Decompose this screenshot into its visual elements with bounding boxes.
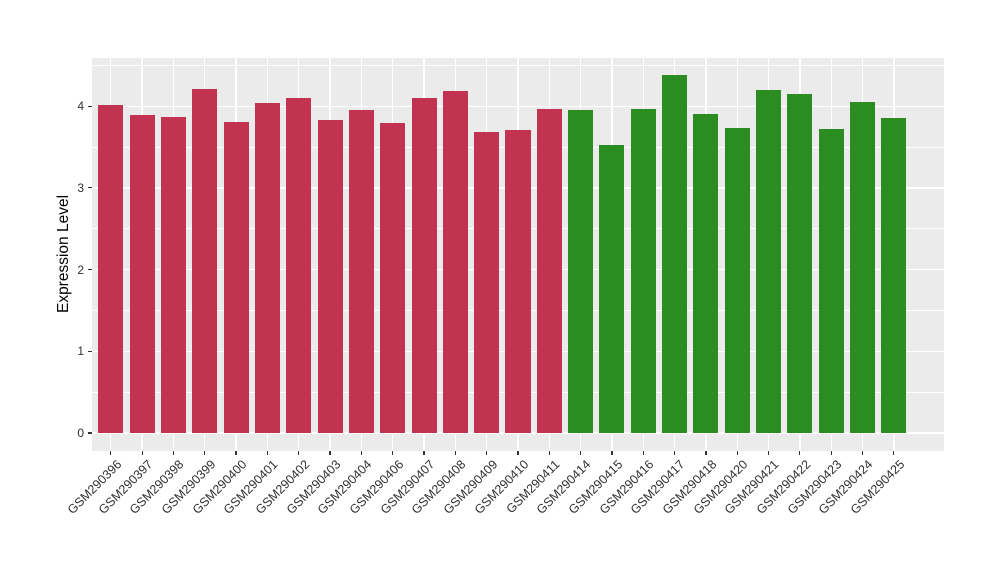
x-tick-GSM290416 <box>642 451 644 455</box>
bar-GSM290401 <box>254 102 280 434</box>
bar-GSM290403 <box>317 120 343 434</box>
x-tick-GSM290408 <box>454 451 456 455</box>
bar-GSM290410 <box>505 129 531 433</box>
x-tick-GSM290414 <box>580 451 582 455</box>
bar-GSM290418 <box>693 113 719 433</box>
y-tick-label-4: 4 <box>77 99 84 114</box>
bar-GSM290407 <box>411 98 437 434</box>
x-tick-GSM290407 <box>423 451 425 455</box>
y-tick-label-2: 2 <box>77 262 84 277</box>
bar-GSM290417 <box>662 75 688 434</box>
x-tick-GSM290418 <box>705 451 707 455</box>
y-tick-3 <box>88 187 92 189</box>
x-tick-GSM290420 <box>736 451 738 455</box>
y-tick-2 <box>88 269 92 271</box>
y-tick-label-3: 3 <box>77 180 84 195</box>
y-tick-4 <box>88 105 92 107</box>
y-tick-0 <box>88 432 92 434</box>
bar-GSM290396 <box>98 104 124 434</box>
bar-GSM290400 <box>223 121 249 433</box>
bar-GSM290422 <box>787 93 813 433</box>
x-tick-GSM290409 <box>486 451 488 455</box>
bar-GSM290415 <box>599 144 625 433</box>
x-tick-GSM290402 <box>298 451 300 455</box>
bar-GSM290416 <box>630 109 656 434</box>
bar-GSM290402 <box>286 98 312 434</box>
bar-GSM290420 <box>724 128 750 434</box>
bar-GSM290414 <box>568 110 594 433</box>
bar-GSM290424 <box>850 102 876 433</box>
bar-GSM290408 <box>442 91 468 433</box>
bar-GSM290398 <box>160 116 186 433</box>
x-tick-GSM290417 <box>674 451 676 455</box>
bar-GSM290397 <box>129 115 155 434</box>
x-tick-GSM290401 <box>266 451 268 455</box>
bar-GSM290411 <box>536 109 562 434</box>
x-tick-GSM290411 <box>548 451 550 455</box>
bar-GSM290423 <box>818 129 844 434</box>
bar-GSM290406 <box>380 123 406 434</box>
y-axis-title: Expression Level <box>55 194 72 314</box>
bar-GSM290399 <box>192 89 218 434</box>
x-tick-GSM290424 <box>861 451 864 455</box>
x-tick-GSM290423 <box>830 451 832 455</box>
y-tick-label-0: 0 <box>77 426 84 441</box>
x-tick-GSM290400 <box>235 451 237 455</box>
bar-GSM290425 <box>881 118 907 434</box>
bar-GSM290409 <box>474 131 500 434</box>
bar-GSM290404 <box>348 110 374 433</box>
x-tick-GSM290404 <box>360 451 362 455</box>
bar-GSM290421 <box>756 89 782 434</box>
x-tick-GSM290396 <box>110 451 112 455</box>
x-tick-GSM290415 <box>611 451 613 455</box>
x-tick-GSM290397 <box>141 451 143 455</box>
x-tick-GSM290403 <box>329 451 331 455</box>
plot-panel <box>92 58 944 451</box>
x-tick-GSM290398 <box>172 451 175 455</box>
x-tick-GSM290425 <box>893 451 895 455</box>
x-tick-GSM290399 <box>204 451 206 455</box>
y-tick-label-1: 1 <box>77 344 84 359</box>
x-tick-GSM290406 <box>392 451 394 455</box>
x-tick-GSM290410 <box>517 451 519 455</box>
y-tick-1 <box>88 350 92 352</box>
x-tick-GSM290421 <box>767 451 770 455</box>
x-tick-GSM290422 <box>799 451 801 455</box>
